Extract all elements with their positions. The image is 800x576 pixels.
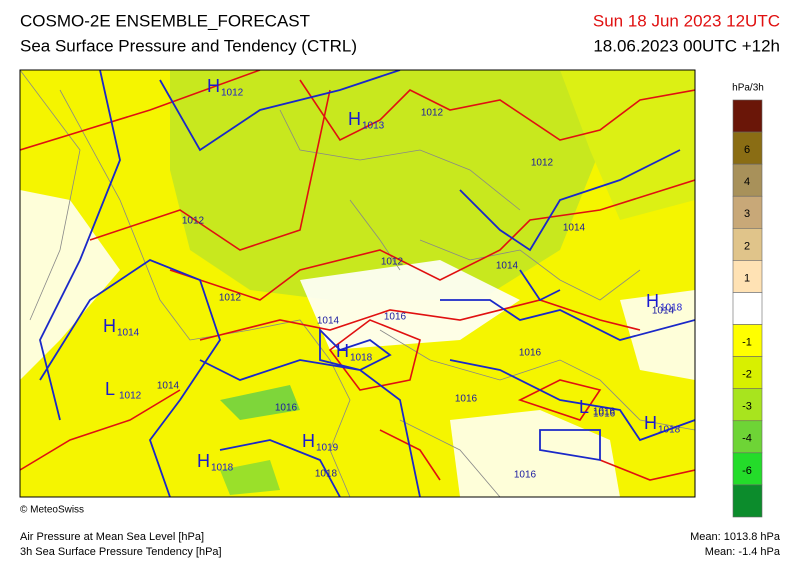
colorbar-bin — [732, 452, 763, 486]
colorbar-bin — [732, 484, 763, 518]
center-letter: H — [646, 291, 659, 311]
contour-label: 1016 — [275, 403, 298, 414]
contour-label: 1016 — [455, 394, 478, 405]
center-value: 1018 — [211, 463, 234, 474]
credit: © MeteoSwiss — [20, 505, 84, 516]
center-letter: H — [103, 316, 116, 336]
center-letter: L — [105, 379, 115, 399]
center-letter: H — [336, 341, 349, 361]
center-letter: H — [348, 109, 361, 129]
colorbar: 6 4 3 2 1 -1 -2 -3 -4 -6 — [732, 99, 763, 518]
contour-label: 1018 — [315, 469, 338, 480]
colorbar-unit: hPa/3h — [732, 83, 764, 94]
colorbar-label: -2 — [742, 369, 752, 381]
contour-label: 1016 — [384, 312, 407, 323]
center-letter: H — [302, 431, 315, 451]
colorbar-bin — [732, 388, 763, 422]
center-value: 1012 — [221, 88, 244, 99]
subtitle: Sea Surface Pressure and Tendency (CTRL) — [20, 36, 357, 55]
footer-line: 3h Sea Surface Pressure Tendency [hPa] — [20, 546, 222, 558]
mean-tendency: Mean: -1.4 hPa — [705, 546, 781, 558]
contour-label: 1016 — [519, 348, 542, 359]
center-letter: H — [644, 413, 657, 433]
center-value: 1018 — [350, 353, 373, 364]
contour-label: 1012 — [531, 158, 554, 169]
center-value: 1018 — [658, 425, 681, 436]
colorbar-bin — [732, 131, 763, 165]
contour-label: 1012 — [219, 293, 242, 304]
colorbar-bin — [732, 356, 763, 389]
footer-line: Air Pressure at Mean Sea Level [hPa] — [20, 531, 204, 543]
colorbar-bin — [732, 195, 763, 229]
map — [19, 69, 696, 498]
colorbar-label: -4 — [742, 433, 752, 445]
colorbar-bin — [732, 292, 763, 325]
center-value: 1016 — [593, 409, 616, 420]
contour-label: 1012 — [381, 257, 404, 268]
contour-label: 1014 — [652, 306, 675, 317]
contour-label: 1012 — [182, 216, 205, 227]
colorbar-bin — [732, 260, 763, 293]
colorbar-bin — [732, 420, 763, 454]
colorbar-label: -1 — [742, 336, 752, 348]
center-value: 1014 — [117, 328, 140, 339]
valid-time: Sun 18 Jun 2023 12UTC — [593, 11, 780, 30]
colorbar-label: 3 — [744, 208, 750, 220]
colorbar-bin — [732, 228, 763, 261]
contour-label: 1016 — [514, 470, 537, 481]
center-value: 1012 — [119, 391, 142, 402]
center-letter: H — [207, 76, 220, 96]
colorbar-bin — [732, 99, 763, 133]
title: COSMO-2E ENSEMBLE_FORECAST — [20, 11, 310, 30]
mean-pressure: Mean: 1013.8 hPa — [690, 531, 781, 543]
colorbar-bin — [732, 163, 763, 197]
run-time: 18.06.2023 00UTC +12h — [593, 36, 780, 55]
colorbar-label: -3 — [742, 401, 752, 413]
center-value: 1019 — [316, 443, 339, 454]
center-value: 1013 — [362, 121, 385, 132]
contour-label: 1014 — [563, 223, 586, 234]
contour-label: 1014 — [496, 261, 519, 272]
center-letter: H — [197, 451, 210, 471]
center-letter: L — [579, 397, 589, 417]
colorbar-label: -6 — [742, 465, 752, 477]
colorbar-label: 2 — [744, 240, 750, 252]
contour-label: 1014 — [157, 381, 180, 392]
colorbar-label: 4 — [744, 176, 750, 188]
colorbar-bin — [732, 324, 763, 357]
contour-label: 1014 — [317, 316, 340, 327]
contour-label: 1016 — [593, 407, 616, 418]
colorbar-label: 6 — [744, 144, 750, 156]
contour-label: 1012 — [421, 108, 444, 119]
center-value: 1018 — [660, 303, 683, 314]
colorbar-label: 1 — [744, 272, 750, 284]
